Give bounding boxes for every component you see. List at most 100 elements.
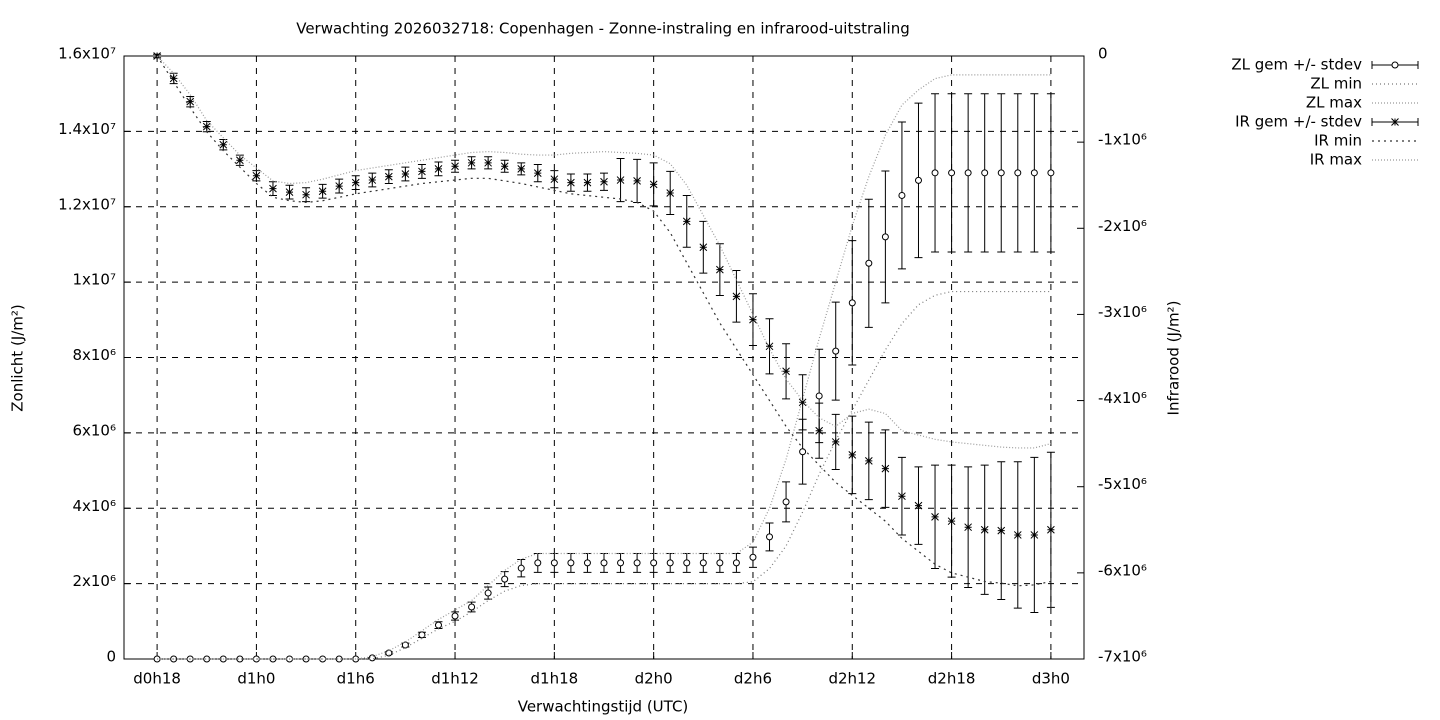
- data-point: [484, 589, 492, 597]
- data-point: [831, 438, 840, 446]
- data-point: [434, 164, 443, 173]
- data-point: [252, 171, 261, 180]
- y-tick-label: 0: [106, 648, 116, 666]
- y2-tick-label: -6x10⁶: [1098, 561, 1147, 579]
- data-point: [898, 191, 906, 199]
- data-point: [864, 457, 873, 465]
- data-point: [418, 631, 426, 639]
- y2-axis-label: Infrarood (J/m²): [1165, 301, 1183, 416]
- x-tick-label: d0h18: [133, 670, 181, 688]
- data-point: [815, 392, 823, 400]
- data-point: [865, 259, 873, 267]
- x-tick-label: d1h0: [237, 670, 275, 688]
- data-point: [418, 167, 426, 176]
- x-tick-label: d1h12: [431, 670, 479, 688]
- data-point: [600, 559, 608, 567]
- data-point: [600, 177, 608, 186]
- data-point: [583, 178, 592, 187]
- y-tick-label: 1x10⁷: [72, 271, 116, 289]
- y2-tick-label: -2x10⁶: [1098, 217, 1147, 235]
- data-point: [451, 162, 459, 171]
- data-point: [782, 367, 790, 376]
- data-point: [931, 513, 939, 521]
- y-tick-label: 1.6x10⁷: [58, 45, 116, 63]
- data-point: [318, 187, 327, 196]
- data-point: [351, 178, 360, 187]
- data-point: [1013, 531, 1022, 539]
- data-point: [980, 525, 989, 534]
- data-point: [368, 654, 376, 662]
- data-point: [931, 169, 939, 177]
- data-point: [947, 517, 956, 526]
- legend-marker: [1391, 118, 1399, 126]
- data-point: [798, 398, 807, 407]
- data-point: [716, 265, 724, 274]
- data-point: [782, 498, 790, 506]
- legend-label: ZL gem +/- stdev: [1231, 56, 1362, 74]
- data-point: [1014, 169, 1022, 177]
- data-point: [434, 621, 442, 629]
- y2-tick-label: -5x10⁶: [1098, 475, 1147, 493]
- data-point: [550, 175, 559, 184]
- data-point: [153, 52, 161, 60]
- range-line: [156, 55, 1052, 449]
- data-point: [285, 188, 294, 196]
- legend-label: IR gem +/- stdev: [1235, 113, 1362, 131]
- y-tick-label: 4x10⁶: [72, 497, 116, 515]
- data-point: [699, 559, 707, 567]
- data-point: [666, 189, 675, 197]
- data-point: [500, 162, 509, 171]
- data-point: [815, 426, 824, 435]
- data-point: [534, 559, 542, 567]
- data-point: [948, 169, 956, 177]
- data-point: [650, 559, 658, 567]
- data-point: [269, 184, 277, 193]
- data-point: [666, 559, 674, 567]
- data-point: [1047, 169, 1055, 177]
- y-tick-label: 1.4x10⁷: [58, 120, 116, 138]
- x-tick-label: d3h0: [1032, 670, 1070, 688]
- data-point: [997, 526, 1006, 535]
- data-point: [236, 156, 244, 165]
- x-tick-label: d1h18: [531, 670, 579, 688]
- data-point: [699, 243, 708, 252]
- data-point: [616, 176, 625, 184]
- data-point: [467, 158, 476, 167]
- data-point: [881, 464, 890, 473]
- legend-marker: [1391, 61, 1399, 69]
- legend-label: IR min: [1314, 132, 1362, 150]
- data-point: [732, 559, 740, 567]
- data-point: [302, 190, 310, 199]
- y2-tick-label: -3x10⁶: [1098, 303, 1147, 321]
- data-point: [749, 315, 757, 324]
- y2-tick-label: -7x10⁶: [1098, 648, 1147, 666]
- data-point: [682, 217, 691, 226]
- legend-label: ZL max: [1306, 94, 1362, 112]
- data-point: [468, 603, 476, 611]
- data-point: [914, 501, 923, 510]
- data-point: [451, 612, 459, 620]
- legend-label: ZL min: [1310, 75, 1362, 93]
- range-line: [156, 55, 1052, 587]
- data-point: [749, 553, 757, 561]
- data-point: [186, 97, 195, 106]
- data-point: [517, 564, 525, 572]
- data-point: [401, 170, 410, 178]
- data-point: [683, 559, 691, 567]
- x-tick-label: d2h0: [635, 670, 673, 688]
- data-point: [617, 559, 625, 567]
- data-point: [1030, 531, 1039, 539]
- data-point: [964, 523, 972, 532]
- data-point: [716, 559, 724, 567]
- data-point: [898, 492, 906, 501]
- y-tick-label: 1.2x10⁷: [58, 195, 116, 213]
- y-tick-label: 8x10⁶: [72, 346, 116, 364]
- data-point: [997, 169, 1005, 177]
- data-point: [567, 178, 575, 187]
- data-point: [501, 575, 509, 583]
- range-line: [157, 290, 1051, 660]
- data-point: [484, 158, 492, 167]
- x-tick-label: d2h12: [828, 670, 876, 688]
- data-point: [981, 169, 989, 177]
